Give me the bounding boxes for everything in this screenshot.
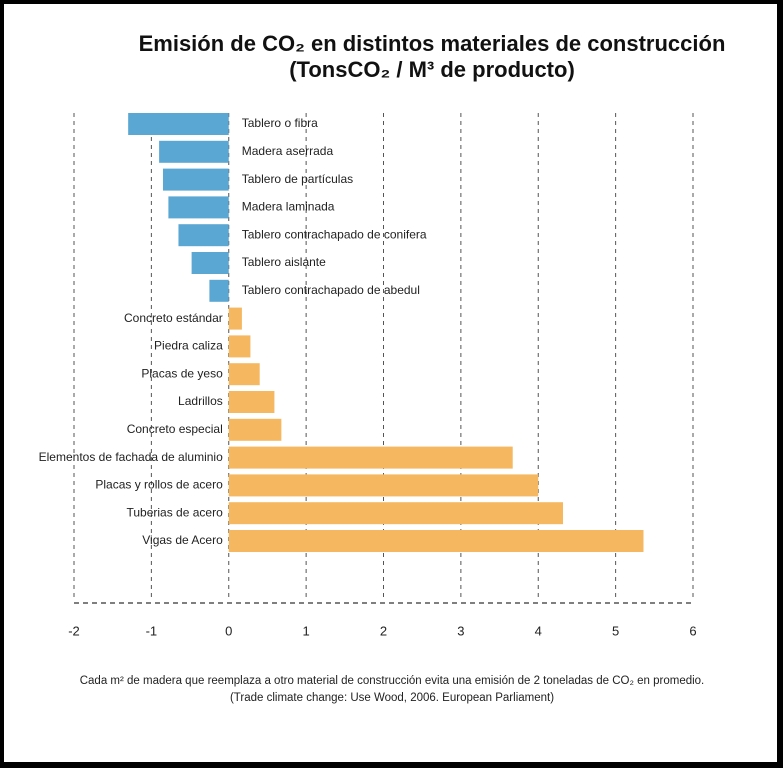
bar-label: Madera aserrada (242, 144, 334, 158)
bar (228, 446, 513, 469)
bar (228, 363, 260, 386)
bar-label: Piedra caliza (154, 339, 223, 353)
x-tick-label: 0 (225, 623, 232, 638)
chart-background (4, 4, 777, 762)
bar (228, 391, 275, 413)
bar-label: Madera laminada (242, 200, 335, 214)
bar (228, 307, 242, 330)
x-tick-label: -2 (68, 623, 80, 638)
x-tick-label: 6 (689, 623, 696, 638)
bar-label: Concreto especial (127, 422, 223, 436)
x-tick-label: 3 (457, 623, 464, 638)
footnote: Cada m² de madera que reemplaza a otro m… (80, 675, 705, 687)
source-note: (Trade climate change: Use Wood, 2006. E… (230, 692, 554, 704)
bar-label: Placas de yeso (141, 366, 223, 380)
bar (228, 530, 644, 552)
bar-label: Vigas de Acero (142, 533, 223, 547)
bar (162, 168, 229, 191)
bar-label: Tablero contrachapado de abedul (242, 283, 420, 297)
bar-label: Tablero o fibra (242, 116, 318, 130)
bar (168, 196, 229, 219)
bar (191, 252, 229, 274)
chart-subtitle: (TonsCO₂ / M³ de producto) (289, 57, 575, 82)
bar-label: Ladrillos (178, 394, 223, 408)
bar-label: Placas y rollos de acero (95, 478, 223, 492)
x-tick-label: 2 (380, 623, 387, 638)
bar (228, 474, 539, 497)
bar-label: Tablero aislante (242, 255, 326, 269)
x-tick-label: -1 (146, 623, 158, 638)
bar (228, 335, 251, 358)
x-tick-label: 5 (612, 623, 619, 638)
bar-label: Tuberias de acero (126, 505, 223, 519)
chart-title: Emisión de CO₂ en distintos materiales d… (139, 31, 726, 56)
bar (178, 224, 229, 247)
bar-label: Tablero contrachapado de conifera (242, 227, 427, 241)
bar (228, 418, 282, 441)
bar (228, 502, 564, 525)
bar-label: Tablero de partículas (242, 172, 353, 186)
bar (159, 140, 229, 163)
bar-label: Concreto estándar (124, 311, 223, 325)
x-tick-label: 4 (535, 623, 542, 638)
x-tick-label: 1 (303, 623, 310, 638)
bar (128, 113, 229, 135)
bar (209, 279, 229, 302)
bar-label: Elementos de fachada de aluminio (39, 450, 223, 464)
